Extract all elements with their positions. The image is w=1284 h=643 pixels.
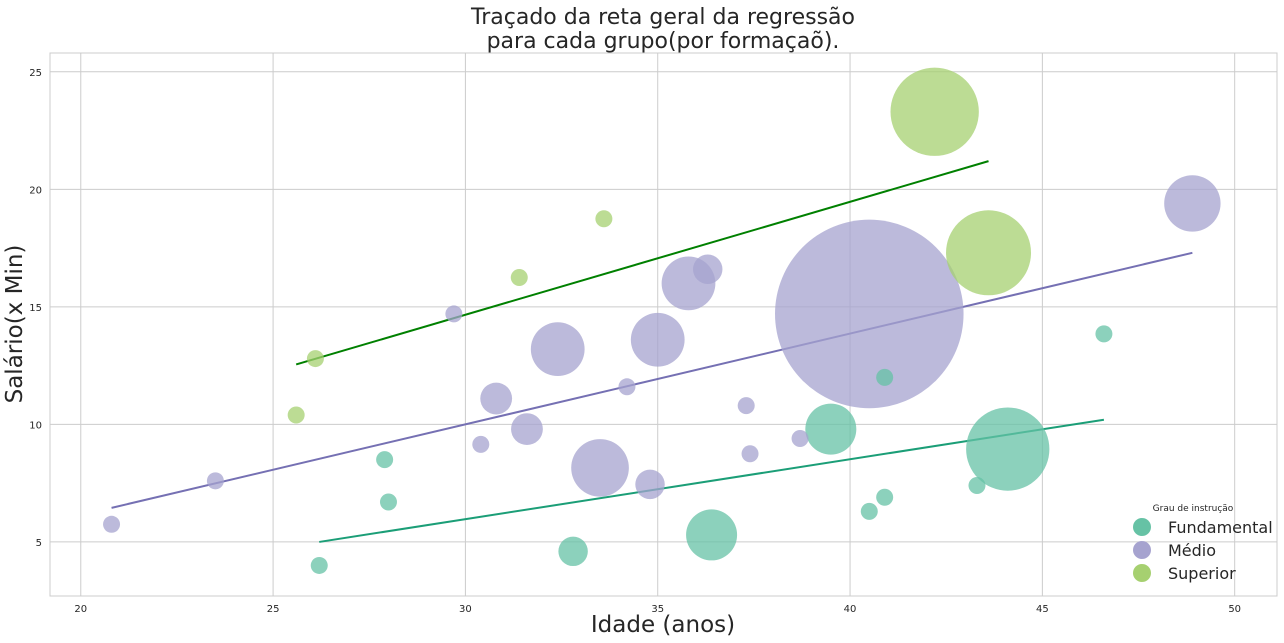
- x-tick-label: 40: [844, 604, 857, 615]
- y-axis-label: Salário(x Min): [2, 245, 28, 404]
- legend-entry-fundamental: Fundamental: [1133, 518, 1273, 537]
- y-tick-label: 10: [29, 420, 42, 431]
- x-tick-label: 50: [1228, 604, 1241, 615]
- point-medio: [741, 445, 759, 463]
- x-tick-label: 45: [1036, 604, 1049, 615]
- x-axis-label: Idade (anos): [591, 612, 735, 638]
- chart-title-line-2: para cada grupo(por formaçaõ).: [487, 29, 840, 54]
- point-fundamental: [860, 502, 878, 520]
- point-medio: [480, 382, 513, 415]
- point-medio: [206, 472, 224, 490]
- y-tick-labels: 5 10 15 20 25: [29, 68, 42, 549]
- point-fundamental: [876, 488, 894, 506]
- point-medio: [791, 430, 809, 448]
- point-medio: [103, 515, 121, 533]
- point-medio: [693, 254, 723, 284]
- regression-line-medio: [111, 251, 1193, 509]
- legend-label-medio: Médio: [1168, 541, 1216, 560]
- legend-marker-medio: [1133, 541, 1151, 559]
- legend-label-fundamental: Fundamental: [1168, 518, 1273, 537]
- point-fundamental: [968, 477, 986, 495]
- legend-entry-medio: Médio: [1133, 541, 1216, 560]
- x-tick-label: 20: [74, 604, 87, 615]
- point-medio: [530, 322, 585, 377]
- legend: Grau de instrução Fundamental Médio Supe…: [1133, 504, 1273, 583]
- regression-line-superior: [295, 160, 989, 366]
- y-tick-label: 20: [29, 185, 42, 196]
- x-tick-label: 35: [651, 604, 664, 615]
- y-tick-label: 25: [29, 68, 42, 79]
- point-medio: [775, 219, 964, 409]
- point-medio: [630, 312, 685, 367]
- point-superior: [595, 210, 613, 228]
- point-fundamental: [686, 509, 738, 561]
- legend-title: Grau de instrução: [1153, 504, 1234, 514]
- point-superior: [890, 67, 979, 156]
- point-fundamental: [376, 451, 394, 469]
- point-fundamental: [876, 368, 894, 386]
- point-medio: [618, 378, 636, 396]
- point-fundamental: [310, 556, 328, 574]
- point-medio: [511, 413, 543, 446]
- legend-marker-superior: [1133, 564, 1151, 582]
- point-fundamental: [379, 493, 397, 511]
- point-medio: [571, 439, 629, 497]
- legend-marker-fundamental: [1133, 518, 1151, 536]
- point-fundamental: [558, 536, 588, 567]
- point-superior: [510, 268, 528, 286]
- point-medio: [737, 397, 755, 415]
- point-superior: [287, 406, 305, 424]
- legend-entry-superior: Superior: [1133, 564, 1236, 583]
- chart-title-line-1: Traçado da reta geral da regressão: [470, 5, 855, 30]
- point-medio: [445, 305, 463, 323]
- point-fundamental: [966, 407, 1050, 491]
- point-fundamental: [1095, 325, 1113, 343]
- point-fundamental: [805, 403, 857, 455]
- x-tick-labels: 20 25 30 35 40 45 50: [74, 604, 1241, 615]
- point-superior: [306, 350, 324, 368]
- y-tick-label: 5: [36, 538, 42, 549]
- point-superior: [946, 210, 1032, 296]
- x-tick-label: 25: [267, 604, 280, 615]
- point-medio: [1164, 175, 1221, 232]
- x-tick-label: 30: [459, 604, 472, 615]
- data-points: [103, 67, 1221, 574]
- point-medio: [472, 435, 490, 453]
- y-tick-label: 15: [29, 303, 42, 314]
- point-medio: [635, 469, 665, 500]
- legend-label-superior: Superior: [1168, 564, 1236, 583]
